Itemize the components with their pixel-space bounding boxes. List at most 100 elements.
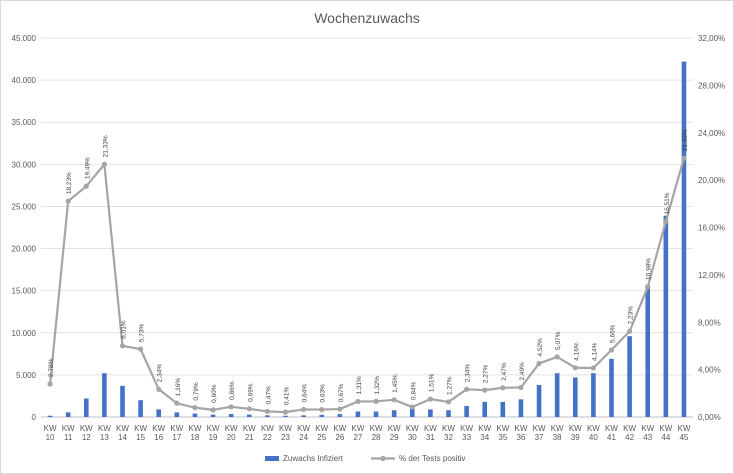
- data-label: 21,85%: [682, 129, 689, 151]
- bar: [464, 406, 469, 417]
- data-label: 2,47%: [501, 362, 508, 381]
- left-tick-label: 40.000: [12, 76, 37, 85]
- x-tick-label: KW 25: [315, 424, 328, 442]
- line-point: [554, 354, 560, 360]
- x-tick-label: KW 37: [533, 424, 546, 442]
- data-label: 2,34%: [157, 364, 164, 383]
- x-tick-label: KW 30: [406, 424, 419, 442]
- bar: [391, 410, 397, 417]
- data-label: 18,23%: [66, 172, 73, 194]
- x-tick-label: KW 18: [188, 424, 201, 442]
- x-tick-label: KW 35: [496, 424, 509, 442]
- x-tick-label: KW 10: [44, 424, 57, 442]
- data-label: 5,73%: [139, 323, 146, 342]
- data-label: 6,01%: [121, 320, 128, 339]
- line-point: [282, 409, 289, 415]
- line-point: [536, 360, 542, 367]
- line-point: [373, 398, 379, 404]
- bar: [591, 373, 596, 417]
- data-label: 10,98%: [646, 258, 653, 280]
- left-tick-label: 35.000: [12, 118, 37, 127]
- line-point: [246, 406, 252, 412]
- bar: [283, 415, 288, 417]
- data-label: 2,78%: [48, 358, 55, 377]
- data-label: 4,52%: [537, 338, 544, 357]
- data-label: 21,33%: [102, 135, 109, 157]
- x-tick-label: KW 16: [152, 424, 165, 442]
- line-point: [409, 404, 415, 410]
- line-point: [608, 347, 615, 353]
- data-label: 0,86%: [229, 381, 236, 400]
- bar: [319, 414, 325, 417]
- legend: Zuwachs Infiziert % der Tests positiv: [265, 454, 466, 463]
- data-label: 1,32%: [374, 376, 381, 395]
- data-label: 2,27%: [483, 364, 490, 383]
- x-tick-label: KW 14: [116, 424, 129, 442]
- x-tick-label: KW 41: [605, 424, 618, 442]
- line-point: [681, 155, 687, 161]
- x-tick-label: KW 13: [98, 424, 111, 442]
- data-label: 0,64%: [302, 384, 309, 403]
- bar: [265, 415, 270, 417]
- line-point: [101, 161, 107, 167]
- x-tick-label: KW 27: [351, 424, 364, 442]
- line-point: [156, 386, 162, 392]
- x-tick-label: KW 17: [170, 424, 183, 442]
- bar: [65, 412, 71, 417]
- line-point: [337, 406, 343, 412]
- line-point: [663, 218, 669, 225]
- bar: [663, 215, 669, 417]
- data-label: 0,60%: [211, 384, 218, 403]
- left-tick-label: 25.000: [12, 202, 37, 211]
- data-label: 0,79%: [193, 382, 200, 401]
- x-tick-label: KW 44: [659, 424, 672, 442]
- line-point: [83, 183, 89, 189]
- bar: [301, 415, 306, 417]
- data-label: 1,31%: [356, 376, 363, 395]
- line-point: [627, 328, 633, 334]
- bar: [102, 373, 107, 417]
- x-tick-label: KW 42: [623, 424, 636, 442]
- line-point: [355, 398, 361, 405]
- data-label: 16,51%: [664, 192, 671, 214]
- left-axis-ticks: 0 5.000 10.000 15.000 20.000 25.000 30.000 35.0…: [12, 34, 37, 422]
- line-point: [192, 405, 198, 411]
- x-tick-label: KW 20: [225, 424, 238, 442]
- x-tick-label: KW 21: [243, 424, 256, 442]
- right-tick-label: 0,00%: [698, 413, 721, 422]
- bar: [681, 61, 687, 418]
- line-point: [319, 406, 325, 413]
- bar: [138, 400, 143, 417]
- line-point: [500, 385, 506, 391]
- data-label: 1,27%: [447, 376, 454, 395]
- bar: [572, 377, 578, 417]
- bar-series: [47, 61, 687, 418]
- x-tick-label: KW 19: [207, 424, 220, 442]
- gridlines: [41, 37, 693, 418]
- left-tick-label: 30.000: [12, 160, 37, 169]
- line-point: [210, 407, 216, 413]
- bar: [645, 284, 651, 417]
- bar: [554, 373, 560, 417]
- data-label: 0,41%: [284, 386, 291, 405]
- x-tick-label: KW 32: [442, 424, 455, 442]
- bar: [428, 409, 433, 417]
- line-point: [590, 365, 596, 371]
- x-tick-label: KW 39: [569, 424, 582, 442]
- data-label: 0,69%: [247, 383, 254, 402]
- bar: [192, 413, 198, 417]
- data-label: 2,34%: [465, 364, 472, 383]
- data-label: 0,67%: [338, 383, 345, 402]
- line-point: [301, 406, 307, 413]
- left-tick-label: 15.000: [12, 287, 37, 296]
- x-tick-label: KW 45: [677, 424, 690, 442]
- legend-label-line: % der Tests positiv: [399, 454, 466, 463]
- bar: [210, 414, 216, 417]
- bar: [373, 411, 379, 417]
- data-label: 5,66%: [610, 324, 617, 343]
- data-label: 4,16%: [573, 342, 580, 361]
- left-tick-label: 10.000: [12, 329, 37, 338]
- bar: [409, 408, 415, 417]
- x-tick-label: KW 36: [514, 424, 527, 442]
